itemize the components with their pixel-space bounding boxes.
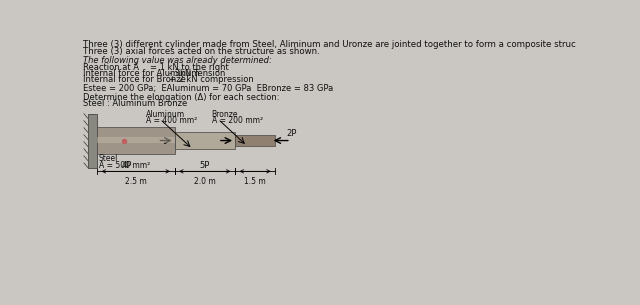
Text: Reaction at A: Reaction at A xyxy=(83,63,139,72)
Bar xyxy=(97,138,175,143)
Bar xyxy=(88,113,97,167)
Text: Internal force for Aluminum: Internal force for Aluminum xyxy=(83,69,200,78)
Text: Estee = 200 GPa;  EAluminum = 70 GPa  EBronze = 83 GPa: Estee = 200 GPa; EAluminum = 70 GPa EBro… xyxy=(83,84,333,93)
Text: Three (3) axial forces acted on the structure as shown.: Three (3) axial forces acted on the stru… xyxy=(83,47,320,56)
Text: A = 500 mm²: A = 500 mm² xyxy=(99,160,150,170)
Text: Three (3) different cylinder made from Steel, Aliminum and Uronze are jointed to: Three (3) different cylinder made from S… xyxy=(83,41,640,49)
Text: Internal force for Bronze: Internal force for Bronze xyxy=(83,75,186,84)
Text: Steel: Steel xyxy=(99,154,118,163)
Text: = 1 kN to the right: = 1 kN to the right xyxy=(150,63,228,72)
Text: + 2 kN compression: + 2 kN compression xyxy=(169,75,254,84)
Text: 4P: 4P xyxy=(122,160,132,170)
Text: The following value was already determined:: The following value was already determin… xyxy=(83,56,272,65)
Text: 1.5 m: 1.5 m xyxy=(244,177,266,186)
Text: Bronze: Bronze xyxy=(212,110,238,119)
Text: Determine the elongation (Δ) for each section:: Determine the elongation (Δ) for each se… xyxy=(83,93,280,102)
Text: 2.0 m: 2.0 m xyxy=(194,177,216,186)
Text: Aluminum: Aluminum xyxy=(146,110,185,119)
Text: Steel : Aluminum Bronze: Steel : Aluminum Bronze xyxy=(83,99,188,108)
Bar xyxy=(175,132,235,149)
Text: 5P: 5P xyxy=(200,160,210,170)
Text: A = 200 mm²: A = 200 mm² xyxy=(212,116,263,125)
Bar xyxy=(235,135,275,146)
Text: - 3kN Tension: - 3kN Tension xyxy=(169,69,225,78)
Text: A = 400 mm²: A = 400 mm² xyxy=(146,116,197,125)
Text: 2P: 2P xyxy=(286,129,296,138)
Text: 2.5 m: 2.5 m xyxy=(125,177,147,186)
Bar xyxy=(97,127,175,154)
